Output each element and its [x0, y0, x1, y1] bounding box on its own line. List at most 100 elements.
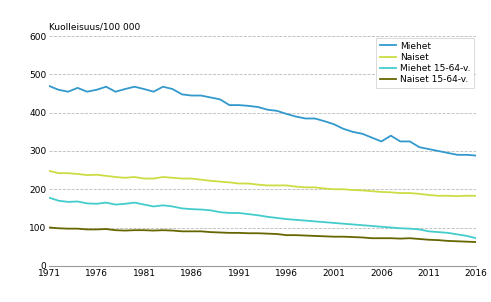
- Miehet 15-64-v.: [436, 230, 441, 234]
- Miehet 15-64-v.: [112, 203, 118, 206]
- Naiset: [151, 177, 157, 180]
- Miehet: [473, 154, 479, 157]
- Naiset 15-64-v.: [160, 228, 166, 232]
- Naiset: [236, 182, 242, 185]
- Miehet 15-64-v.: [293, 218, 299, 222]
- Naiset 15-64-v.: [397, 237, 403, 240]
- Naiset 15-64-v.: [340, 235, 346, 239]
- Miehet: [65, 90, 71, 94]
- Miehet: [122, 87, 128, 91]
- Line: Miehet 15-64-v.: Miehet 15-64-v.: [49, 198, 476, 238]
- Miehet 15-64-v.: [246, 212, 251, 216]
- Miehet: [274, 109, 280, 113]
- Naiset 15-64-v.: [94, 228, 100, 231]
- Naiset: [379, 190, 384, 194]
- Naiset: [283, 184, 289, 187]
- Naiset: [46, 169, 52, 173]
- Miehet: [160, 85, 166, 88]
- Naiset 15-64-v.: [255, 231, 261, 235]
- Naiset 15-64-v.: [46, 226, 52, 229]
- Naiset 15-64-v.: [246, 231, 251, 235]
- Line: Naiset: Naiset: [49, 171, 476, 196]
- Miehet 15-64-v.: [255, 214, 261, 217]
- Miehet 15-64-v.: [189, 207, 194, 211]
- Miehet 15-64-v.: [226, 211, 232, 215]
- Naiset: [416, 192, 422, 196]
- Naiset: [141, 177, 147, 180]
- Legend: Miehet, Naiset, Miehet 15-64-v., Naiset 15-64-v.: Miehet, Naiset, Miehet 15-64-v., Naiset …: [376, 38, 474, 88]
- Miehet: [464, 153, 470, 157]
- Naiset 15-64-v.: [151, 229, 157, 232]
- Miehet 15-64-v.: [359, 223, 365, 227]
- Miehet 15-64-v.: [46, 196, 52, 200]
- Naiset: [473, 194, 479, 198]
- Naiset 15-64-v.: [426, 238, 432, 242]
- Naiset: [65, 171, 71, 175]
- Miehet 15-64-v.: [302, 219, 308, 223]
- Naiset 15-64-v.: [445, 239, 451, 243]
- Naiset 15-64-v.: [350, 235, 356, 239]
- Miehet: [55, 88, 61, 92]
- Naiset: [454, 194, 460, 198]
- Miehet: [350, 130, 356, 134]
- Miehet 15-64-v.: [312, 220, 318, 223]
- Naiset: [312, 185, 318, 189]
- Miehet: [454, 153, 460, 157]
- Miehet: [445, 151, 451, 155]
- Miehet: [388, 134, 394, 137]
- Naiset: [265, 184, 271, 187]
- Naiset: [322, 187, 327, 190]
- Naiset 15-64-v.: [283, 233, 289, 237]
- Line: Miehet: Miehet: [49, 86, 476, 156]
- Naiset 15-64-v.: [464, 240, 470, 243]
- Miehet: [103, 85, 109, 88]
- Miehet: [246, 104, 251, 108]
- Naiset: [160, 175, 166, 179]
- Naiset: [198, 178, 204, 182]
- Naiset: [122, 176, 128, 180]
- Miehet: [84, 90, 90, 94]
- Naiset 15-64-v.: [189, 230, 194, 233]
- Miehet: [283, 112, 289, 116]
- Naiset 15-64-v.: [265, 232, 271, 236]
- Miehet 15-64-v.: [151, 205, 157, 208]
- Miehet 15-64-v.: [397, 226, 403, 230]
- Miehet 15-64-v.: [445, 231, 451, 235]
- Naiset: [350, 188, 356, 192]
- Naiset 15-64-v.: [84, 228, 90, 231]
- Miehet: [302, 117, 308, 120]
- Naiset 15-64-v.: [103, 227, 109, 231]
- Naiset: [388, 191, 394, 194]
- Naiset: [436, 194, 441, 198]
- Naiset 15-64-v.: [132, 228, 137, 232]
- Naiset 15-64-v.: [473, 240, 479, 244]
- Naiset: [407, 191, 413, 195]
- Miehet: [369, 136, 375, 140]
- Naiset: [55, 171, 61, 175]
- Miehet 15-64-v.: [103, 201, 109, 204]
- Miehet: [46, 84, 52, 88]
- Miehet 15-64-v.: [322, 220, 327, 224]
- Miehet 15-64-v.: [208, 208, 214, 212]
- Miehet: [198, 94, 204, 97]
- Naiset: [94, 173, 100, 177]
- Miehet 15-64-v.: [217, 210, 223, 214]
- Miehet 15-64-v.: [388, 226, 394, 229]
- Miehet: [397, 140, 403, 143]
- Miehet: [312, 117, 318, 120]
- Naiset: [464, 194, 470, 198]
- Naiset: [255, 183, 261, 186]
- Naiset 15-64-v.: [293, 233, 299, 237]
- Naiset: [445, 194, 451, 198]
- Miehet: [407, 140, 413, 143]
- Naiset 15-64-v.: [436, 238, 441, 242]
- Naiset: [369, 189, 375, 193]
- Miehet 15-64-v.: [379, 225, 384, 229]
- Naiset: [84, 173, 90, 177]
- Miehet 15-64-v.: [198, 208, 204, 211]
- Naiset 15-64-v.: [388, 236, 394, 240]
- Naiset 15-64-v.: [198, 230, 204, 233]
- Miehet 15-64-v.: [454, 233, 460, 236]
- Naiset: [179, 177, 185, 180]
- Miehet: [359, 132, 365, 136]
